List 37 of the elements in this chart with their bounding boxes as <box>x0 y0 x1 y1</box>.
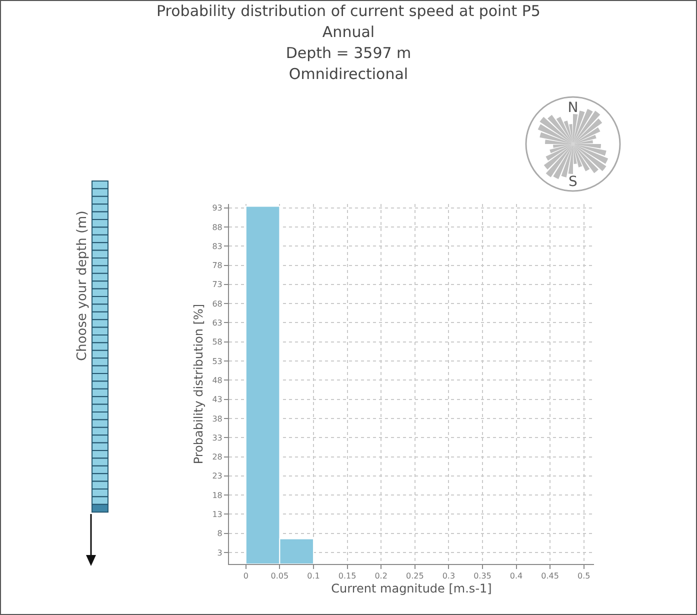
y-tick-label: 28 <box>212 452 222 462</box>
chart-title: Probability distribution of current speed at point P5 <box>156 1 542 22</box>
y-tick-label: 18 <box>212 490 222 500</box>
y-tick-label: 58 <box>212 338 222 347</box>
text: S <box>568 174 578 190</box>
x-tick-label: 0.45 <box>541 572 559 581</box>
y-tick-label: 23 <box>212 472 222 481</box>
y-tick-label: 88 <box>212 222 222 232</box>
y-tick-label: 8 <box>217 529 222 538</box>
chart-subtitle: Annual Depth = 3597 m Omnidirectional <box>284 22 412 85</box>
x-tick-label: 0.05 <box>270 572 289 581</box>
x-tick-label: 0.3 <box>442 572 456 581</box>
x-axis-title: Current magnitude [m.s-1] <box>331 582 492 596</box>
y-tick-label: 48 <box>212 376 222 385</box>
x-tick-label: 0 <box>243 572 248 581</box>
y-tick-label: 78 <box>212 261 222 270</box>
x-tick-label: 0.5 <box>577 572 590 581</box>
x-tick-label: 0.1 <box>307 572 320 581</box>
y-tick-label: 33 <box>212 433 222 442</box>
x-tick-label: 0.15 <box>338 572 356 581</box>
y-tick-label: 3 <box>217 548 222 558</box>
x-tick-label: 0.4 <box>510 572 523 581</box>
y-tick-label: 13 <box>212 510 222 520</box>
y-tick-label: 83 <box>212 242 222 251</box>
y-tick-label: 93 <box>212 204 222 213</box>
y-tick-label: 63 <box>212 318 222 328</box>
x-tick-label: 0.35 <box>474 572 492 581</box>
x-tick-label: 0.25 <box>406 572 424 581</box>
y-axis-title: Probability distribution [%] <box>192 304 206 464</box>
y-tick-label: 38 <box>212 414 222 424</box>
y-tick-label: 53 <box>212 356 222 366</box>
y-tick-label: 43 <box>212 395 222 404</box>
x-tick-label: 0.2 <box>374 572 388 581</box>
y-tick-label: 68 <box>212 299 222 308</box>
text: N <box>568 100 578 116</box>
text: Choose your depth (m) <box>75 210 90 361</box>
y-tick-label: 73 <box>212 280 222 290</box>
